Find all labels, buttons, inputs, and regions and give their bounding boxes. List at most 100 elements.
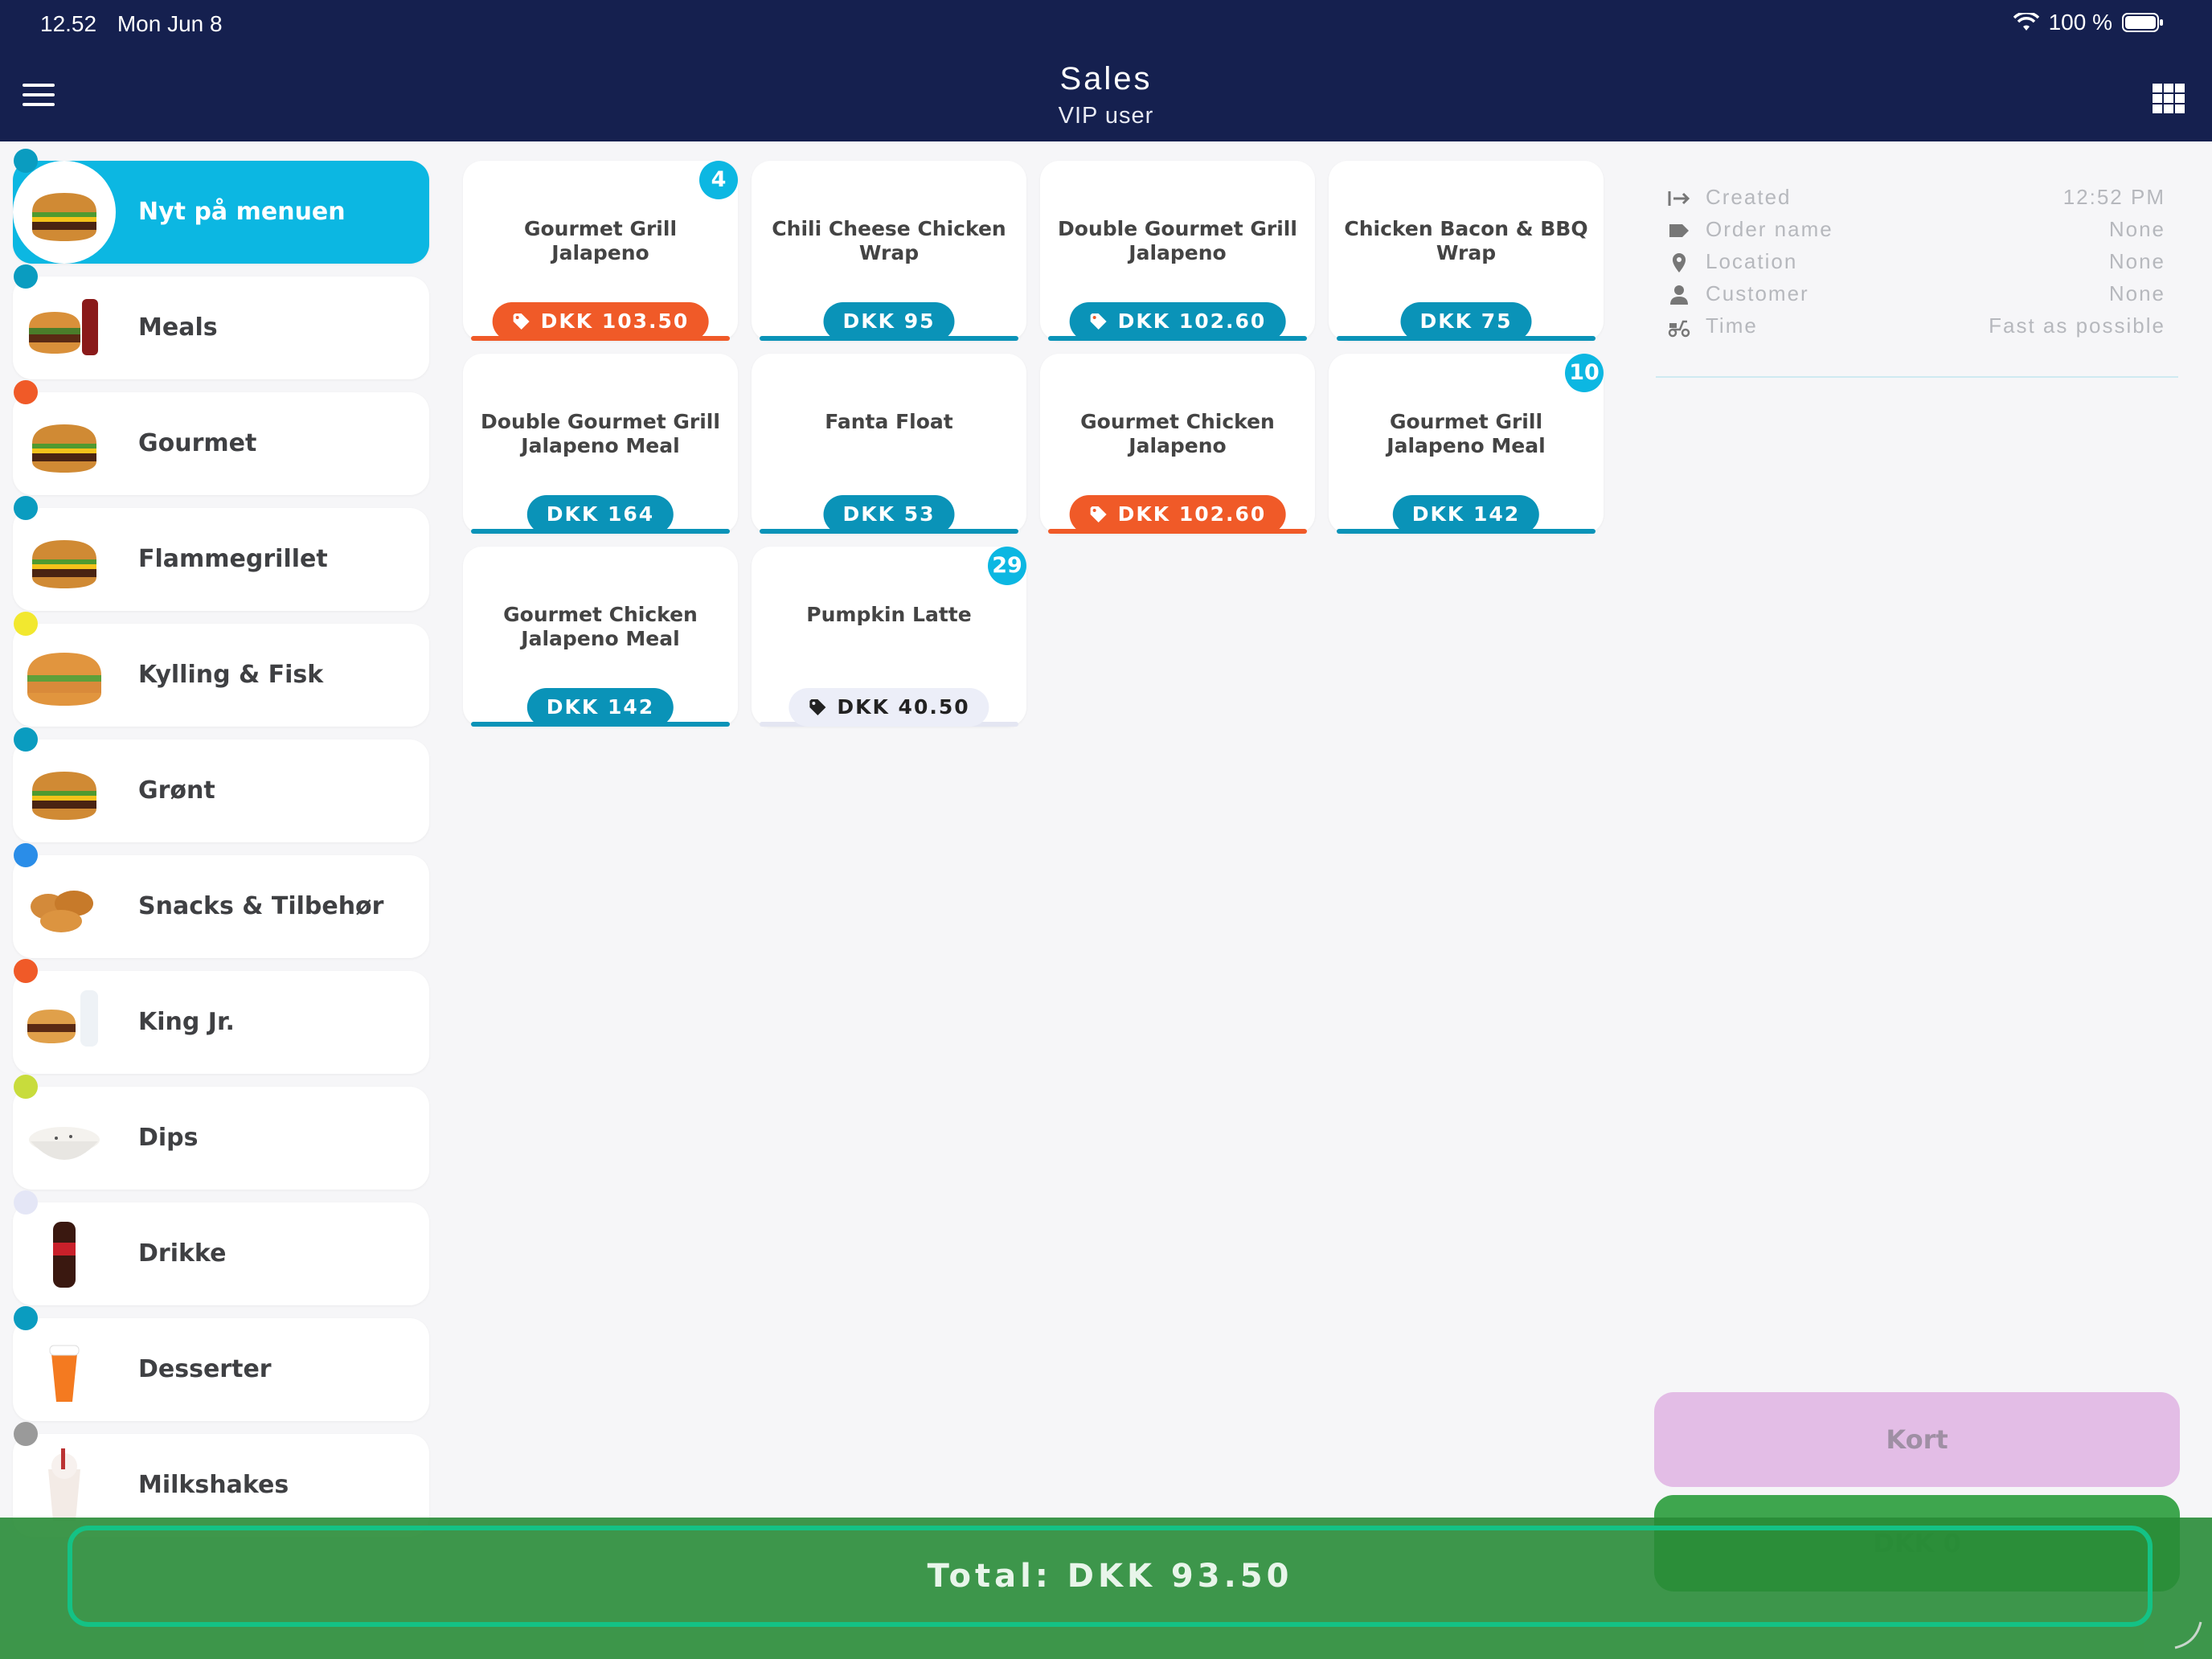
category-item[interactable]: Nyt på menuen — [13, 149, 429, 264]
page-title: Sales — [1059, 61, 1153, 96]
category-dot — [14, 1422, 38, 1446]
category-item[interactable]: Gourmet — [13, 380, 429, 495]
category-dot — [14, 380, 38, 404]
product-card[interactable]: Pumpkin Latte DKK 40.50 29 — [752, 547, 1026, 727]
product-name: Fanta Float — [825, 410, 953, 433]
total-footer — [0, 1518, 2212, 1659]
product-price-label: DKK 164 — [546, 502, 655, 526]
product-name: Double Gourmet Grill Jalapeno Meal — [481, 410, 720, 457]
category-item[interactable]: Dips — [13, 1075, 429, 1190]
order-info-label: Created — [1706, 185, 1792, 209]
category-label: Milkshakes — [138, 1471, 289, 1499]
product-price: DKK 142 — [526, 688, 674, 727]
category-label: Nyt på menuen — [138, 198, 346, 226]
status-indicators: 100 % — [2013, 10, 2164, 35]
category-thumbnail — [13, 1202, 116, 1305]
category-thumbnail — [13, 855, 116, 958]
product-name: Chicken Bacon & BBQ Wrap — [1344, 217, 1588, 264]
price-tag-icon — [1090, 313, 1107, 330]
product-name: Gourmet Grill Jalapeno — [523, 217, 678, 264]
product-price: DKK 142 — [1392, 495, 1540, 534]
order-info-row: Time Fast as possible — [1667, 313, 2165, 342]
category-thumbnail — [13, 508, 116, 611]
category-item[interactable]: Snacks & Tilbehør — [13, 843, 429, 958]
product-price: DKK 40.50 — [789, 688, 989, 727]
order-info-label: Location — [1706, 249, 1798, 273]
category-label: Desserter — [138, 1355, 272, 1383]
nuggets-icon — [24, 866, 104, 950]
order-info-row: Location None — [1667, 249, 2165, 278]
category-dot — [14, 264, 38, 289]
burger-icon — [24, 403, 104, 487]
status-date: Mon Jun 8 — [117, 11, 223, 36]
product-card[interactable]: Gourmet Chicken Jalapeno Meal DKK 142 — [463, 547, 738, 727]
order-info-row: Created 12:52 PM — [1667, 185, 2165, 214]
order-info-label: Time — [1706, 313, 1758, 338]
product-price: DKK 103.50 — [492, 302, 709, 341]
quantity-badge: 4 — [699, 161, 738, 199]
grid-view-icon[interactable] — [2153, 84, 2185, 113]
category-item[interactable]: Grønt — [13, 727, 429, 842]
category-dot — [14, 496, 38, 520]
category-item[interactable]: King Jr. — [13, 959, 429, 1074]
category-label: King Jr. — [138, 1008, 235, 1036]
category-item[interactable]: Meals — [13, 264, 429, 379]
order-info-label: Customer — [1706, 281, 1809, 305]
category-label: Meals — [138, 313, 218, 342]
order-divider — [1656, 376, 2178, 378]
product-card[interactable]: Fanta Float DKK 53 — [752, 354, 1026, 534]
category-thumbnail — [13, 1318, 116, 1421]
quantity-badge: 10 — [1565, 354, 1604, 392]
category-item[interactable]: Drikke — [13, 1190, 429, 1305]
product-name: Chili Cheese Chicken Wrap — [772, 217, 1006, 264]
category-label: Gourmet — [138, 429, 257, 457]
order-info-value: Fast as possible — [1989, 313, 2165, 338]
product-card[interactable]: Chili Cheese Chicken Wrap DKK 95 — [752, 161, 1026, 341]
product-price-label: DKK 102.60 — [1117, 502, 1267, 526]
product-price-label: DKK 53 — [842, 502, 936, 526]
product-price: DKK 102.60 — [1069, 495, 1286, 534]
price-tag-icon — [1090, 506, 1107, 522]
price-tag-icon — [513, 313, 530, 330]
category-item[interactable]: Desserter — [13, 1306, 429, 1421]
category-thumbnail — [13, 739, 116, 842]
total-button[interactable]: Total: DKK 93.50 — [68, 1526, 2153, 1627]
category-item[interactable]: Flammegrillet — [13, 496, 429, 611]
product-price: DKK 75 — [1400, 302, 1532, 341]
product-price-label: DKK 75 — [1419, 309, 1513, 333]
order-info-label: Order name — [1706, 217, 1833, 241]
category-dot — [14, 1306, 38, 1330]
product-price: DKK 164 — [526, 495, 674, 534]
resize-handle-icon — [2174, 1621, 2202, 1649]
product-price: DKK 53 — [823, 495, 955, 534]
dip-bowl-icon — [24, 1098, 104, 1182]
product-card[interactable]: Chicken Bacon & BBQ Wrap DKK 75 — [1329, 161, 1604, 341]
category-dot — [14, 959, 38, 983]
product-name: Pumpkin Latte — [806, 603, 972, 626]
product-card[interactable]: Gourmet Chicken Jalapeno DKK 102.60 — [1040, 354, 1315, 534]
burger-icon — [24, 172, 104, 256]
category-label: Drikke — [138, 1239, 227, 1268]
category-thumbnail — [13, 161, 116, 264]
product-card[interactable]: Gourmet Grill Jalapeno Meal DKK 142 10 — [1329, 354, 1604, 534]
product-card[interactable]: Gourmet Grill Jalapeno DKK 103.50 4 — [463, 161, 738, 341]
kort-button[interactable]: Kort — [1654, 1392, 2180, 1487]
product-card[interactable]: Double Gourmet Grill Jalapeno DKK 102.60 — [1040, 161, 1315, 341]
page-subtitle: VIP user — [1058, 103, 1154, 129]
meal-icon — [24, 288, 104, 371]
hamburger-menu-icon[interactable] — [23, 84, 55, 108]
order-info-value: None — [2108, 281, 2165, 305]
status-time: 12.52 Mon Jun 8 — [40, 11, 223, 37]
chicken-burger-icon — [24, 635, 104, 719]
category-dot — [14, 1075, 38, 1099]
category-thumbnail — [13, 624, 116, 727]
category-label: Flammegrillet — [138, 545, 328, 573]
product-price-label: DKK 142 — [1411, 502, 1521, 526]
category-label: Grønt — [138, 776, 215, 805]
product-name: Gourmet Chicken Jalapeno Meal — [503, 603, 698, 650]
category-item[interactable]: Kylling & Fisk — [13, 612, 429, 727]
category-label: Dips — [138, 1124, 199, 1152]
soda-icon — [24, 1214, 104, 1297]
product-card[interactable]: Double Gourmet Grill Jalapeno Meal DKK 1… — [463, 354, 738, 534]
category-thumbnail — [13, 276, 116, 379]
